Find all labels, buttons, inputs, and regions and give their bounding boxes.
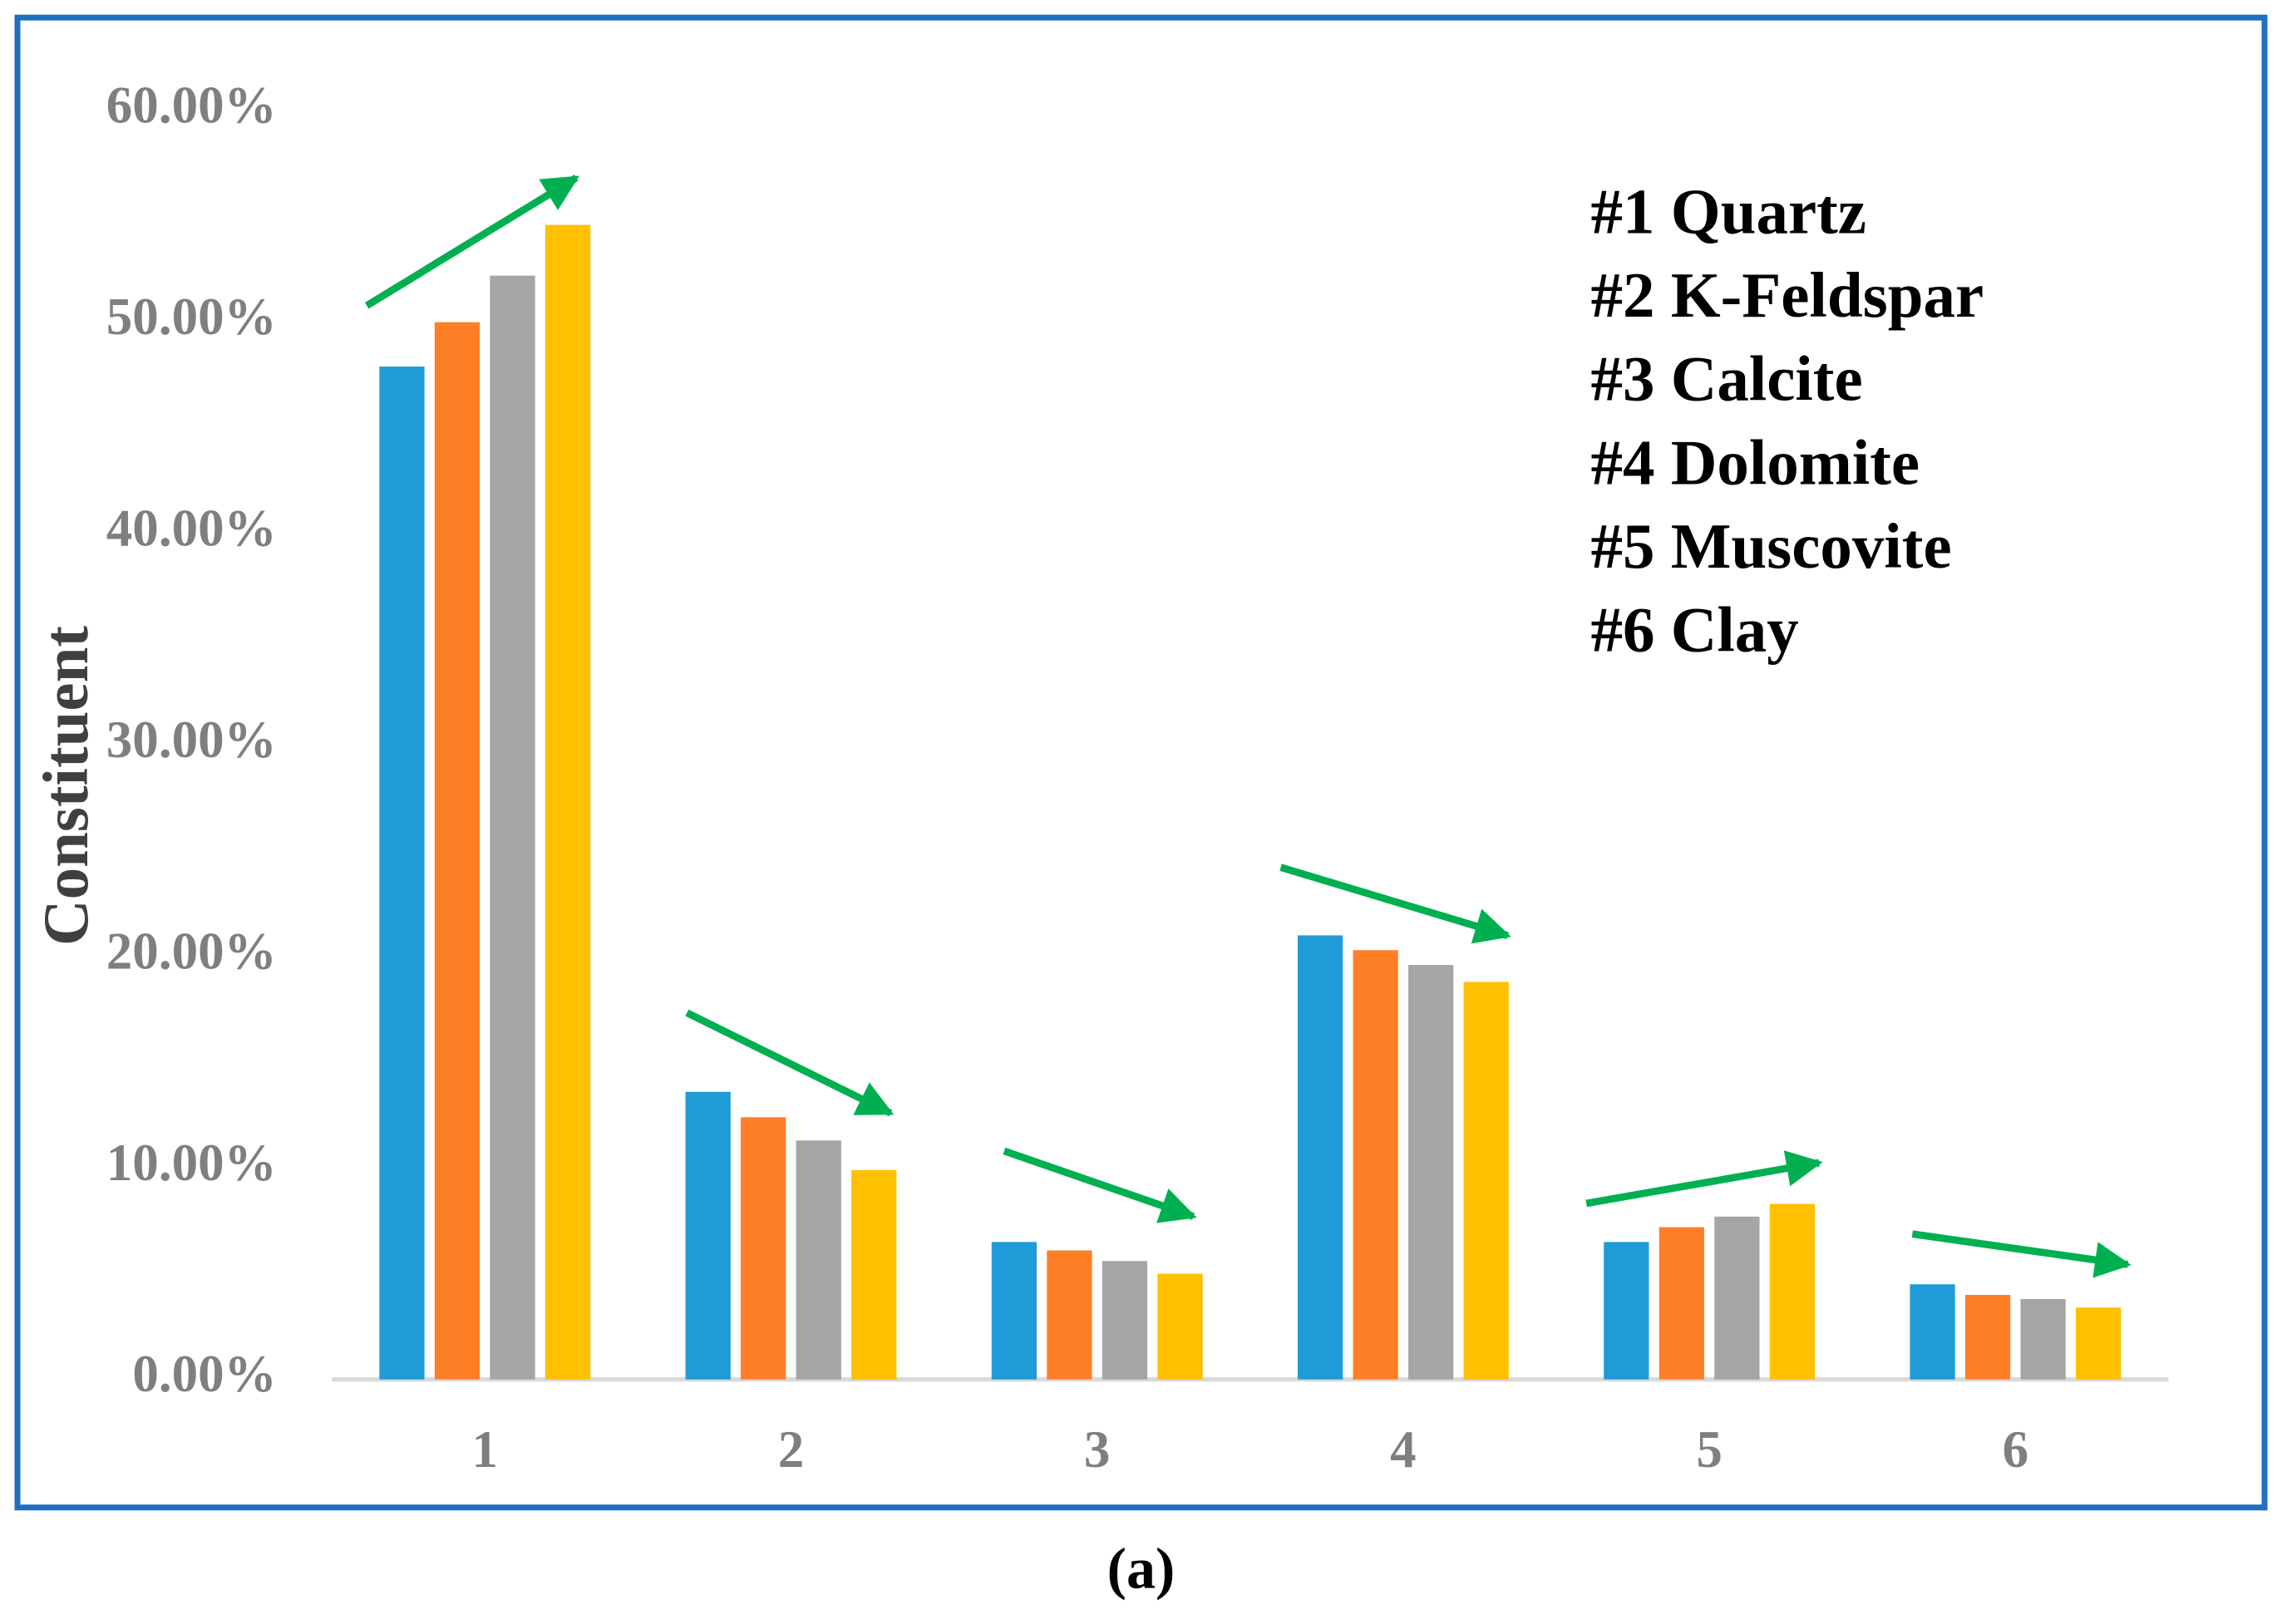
bar <box>545 224 591 1380</box>
annotation: #5 Muscovite <box>1590 510 1951 582</box>
x-tick-label: 2 <box>778 1420 805 1479</box>
bar <box>434 322 481 1380</box>
y-tick-label: 10.00% <box>106 1134 277 1192</box>
bar <box>1910 1284 1955 1380</box>
bar <box>1353 950 1398 1380</box>
y-tick-label: 60.00% <box>106 76 277 135</box>
bar <box>2020 1299 2066 1380</box>
bar <box>1463 982 1509 1380</box>
bar <box>1604 1242 1649 1380</box>
bar <box>490 275 535 1380</box>
bar <box>1769 1203 1816 1380</box>
bar <box>1157 1273 1203 1380</box>
y-tick-label: 50.00% <box>106 288 277 346</box>
y-tick-label: 40.00% <box>106 500 277 558</box>
bar <box>1964 1294 2011 1380</box>
x-tick-label: 1 <box>471 1420 498 1479</box>
bar <box>2075 1307 2122 1380</box>
bar <box>1297 935 1343 1380</box>
annotation: #2 K-Feldspar <box>1590 259 1984 331</box>
y-tick-label: 0.00% <box>132 1345 276 1403</box>
bar <box>1102 1261 1148 1380</box>
bar <box>379 367 425 1380</box>
bar <box>1047 1250 1092 1380</box>
caption: (a) <box>1107 1537 1176 1601</box>
bar <box>741 1117 786 1380</box>
bar <box>685 1091 731 1380</box>
annotation: #4 Dolomite <box>1590 426 1920 498</box>
x-tick-label: 6 <box>2003 1420 2029 1479</box>
bar <box>796 1140 841 1380</box>
y-tick-label: 20.00% <box>106 922 277 980</box>
y-axis-label: Constituent <box>30 626 101 946</box>
bar <box>1659 1227 1704 1380</box>
x-tick-label: 3 <box>1084 1420 1111 1479</box>
x-tick-label: 5 <box>1696 1420 1723 1479</box>
annotation: #1 Quartz <box>1590 175 1866 247</box>
bar <box>991 1242 1037 1380</box>
x-tick-label: 4 <box>1390 1420 1417 1479</box>
annotation: #6 Clay <box>1590 594 1798 666</box>
bar <box>851 1169 897 1380</box>
bar <box>1408 965 1454 1380</box>
annotation: #3 Calcite <box>1590 343 1862 415</box>
bar <box>1714 1216 1760 1380</box>
y-tick-label: 30.00% <box>106 711 277 769</box>
trend-arrows <box>364 174 2132 1278</box>
